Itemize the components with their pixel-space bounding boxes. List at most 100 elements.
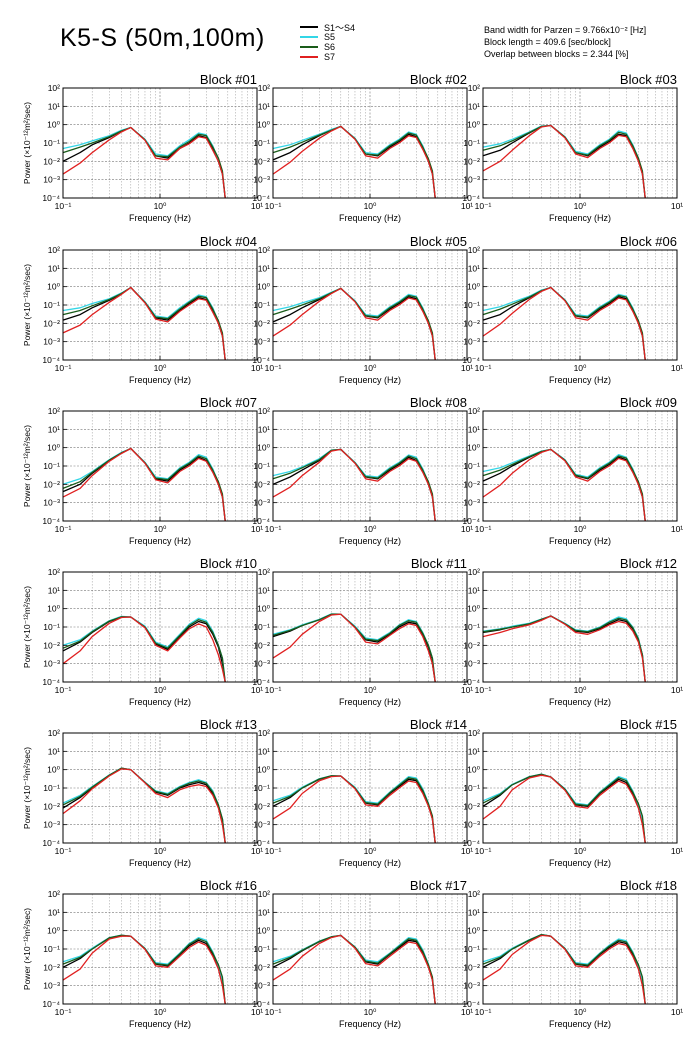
- x-tick-label: 10¹: [461, 524, 473, 534]
- y-tick-label: 10²: [258, 889, 270, 899]
- y-tick-label: 10⁰: [47, 926, 60, 936]
- legend-swatch-s5: [300, 36, 318, 38]
- x-tick-label: 10¹: [671, 846, 683, 856]
- block-title: Block #10: [200, 556, 257, 571]
- y-tick-label: 10⁻³: [253, 498, 270, 508]
- x-tick-label: 10⁻¹: [265, 685, 282, 695]
- y-tick-label: 10¹: [258, 101, 270, 111]
- x-axis-label: Frequency (Hz): [339, 1019, 401, 1029]
- block-title: Block #08: [410, 395, 467, 410]
- y-tick-label: 10⁻²: [463, 801, 480, 811]
- x-axis-label: Frequency (Hz): [549, 375, 611, 385]
- y-tick-label: 10⁻⁴: [252, 677, 270, 687]
- y-tick-label: 10²: [468, 83, 480, 93]
- y-tick-label: 10²: [468, 567, 480, 577]
- x-axis-label: Frequency (Hz): [129, 697, 191, 707]
- x-tick-label: 10¹: [461, 1007, 473, 1017]
- legend-swatch-s7: [300, 56, 318, 58]
- y-tick-label: 10⁻²: [253, 962, 270, 972]
- chart-panel: 10⁻¹ 10⁰ 10¹10⁻⁴10⁻³10⁻²10⁻¹10⁰10¹10²Frequ…: [252, 72, 473, 223]
- x-axis-label: Frequency (Hz): [129, 858, 191, 868]
- block-title: Block #07: [200, 395, 257, 410]
- series-line-s6: [62, 126, 226, 199]
- x-tick-label: 10⁻¹: [55, 685, 72, 695]
- x-tick-label: 10⁻¹: [475, 685, 492, 695]
- info-block-length: Block length = 409.6 [sec/block]: [484, 37, 611, 47]
- chart-panel: 10⁻¹ 10⁰ 10¹10⁻⁴10⁻³10⁻²10⁻¹10⁰10¹10²Frequ…: [22, 717, 263, 868]
- series-line-s1-s4: [482, 773, 646, 844]
- x-tick-label: 10⁰: [574, 524, 587, 534]
- legend-item-s5: S5: [300, 32, 355, 42]
- block-title: Block #16: [200, 878, 257, 893]
- series-line-s5: [272, 125, 436, 199]
- series-line-s6: [62, 934, 226, 1005]
- x-axis-label: Frequency (Hz): [549, 1019, 611, 1029]
- y-tick-label: 10¹: [48, 585, 60, 595]
- x-tick-label: 10⁻¹: [55, 1007, 72, 1017]
- chart-panel: 10⁻¹ 10⁰ 10¹10⁻⁴10⁻³10⁻²10⁻¹10⁰10¹10²Frequ…: [252, 878, 473, 1029]
- y-tick-label: 10⁻³: [43, 820, 60, 830]
- y-tick-label: 10⁻¹: [43, 783, 60, 793]
- y-tick-label: 10²: [258, 728, 270, 738]
- series-line-s6: [62, 616, 226, 683]
- y-tick-label: 10⁻³: [463, 659, 480, 669]
- y-tick-label: 10¹: [258, 424, 270, 434]
- y-tick-label: 10⁰: [47, 765, 60, 775]
- series-line-s6: [62, 286, 226, 361]
- y-tick-label: 10⁻²: [43, 962, 60, 972]
- x-axis-label: Frequency (Hz): [129, 375, 191, 385]
- y-tick-label: 10⁻¹: [43, 138, 60, 148]
- x-tick-label: 10⁰: [154, 846, 167, 856]
- x-axis-label: Frequency (Hz): [549, 858, 611, 868]
- y-tick-label: 10⁰: [467, 926, 480, 936]
- y-tick-label: 10⁻¹: [253, 461, 270, 471]
- y-tick-label: 10⁻⁴: [252, 355, 270, 365]
- series-line-s6: [62, 767, 226, 844]
- y-tick-label: 10⁻¹: [253, 138, 270, 148]
- y-tick-label: 10⁻⁴: [462, 677, 480, 687]
- y-tick-label: 10⁻⁴: [42, 999, 60, 1009]
- y-tick-label: 10²: [258, 245, 270, 255]
- y-tick-label: 10⁻⁴: [42, 677, 60, 687]
- y-tick-label: 10²: [468, 889, 480, 899]
- y-tick-label: 10⁻²: [253, 479, 270, 489]
- x-tick-label: 10¹: [671, 1007, 683, 1017]
- y-tick-label: 10⁻²: [463, 156, 480, 166]
- y-tick-label: 10²: [48, 728, 60, 738]
- y-tick-label: 10⁻⁴: [252, 193, 270, 203]
- series-line-s7: [482, 934, 646, 1005]
- y-tick-label: 10¹: [468, 746, 480, 756]
- x-tick-label: 10⁰: [574, 201, 587, 211]
- series-line-s5: [482, 933, 646, 1005]
- x-tick-label: 10⁻¹: [475, 1007, 492, 1017]
- y-tick-label: 10²: [48, 83, 60, 93]
- series-line-s6: [482, 773, 646, 844]
- series-line-s7: [272, 775, 436, 844]
- y-tick-label: 10⁻²: [253, 640, 270, 650]
- y-tick-label: 10⁰: [257, 120, 270, 130]
- x-tick-label: 10¹: [461, 363, 473, 373]
- x-axis-label: Frequency (Hz): [129, 213, 191, 223]
- y-tick-label: 10⁻²: [463, 640, 480, 650]
- y-tick-label: 10⁻¹: [43, 944, 60, 954]
- y-tick-label: 10⁻¹: [43, 622, 60, 632]
- y-tick-label: 10⁻³: [463, 820, 480, 830]
- block-title: Block #04: [200, 234, 257, 249]
- x-tick-label: 10⁰: [364, 846, 377, 856]
- series-line-s5: [62, 767, 226, 844]
- series-line-s7: [482, 286, 646, 361]
- x-axis-label: Frequency (Hz): [339, 213, 401, 223]
- series-line-s7: [62, 935, 226, 1005]
- y-tick-label: 10⁻²: [43, 318, 60, 328]
- x-tick-label: 10⁻¹: [265, 524, 282, 534]
- series-line-s7: [272, 125, 436, 199]
- x-tick-label: 10¹: [251, 685, 263, 695]
- chart-panel: 10⁻¹ 10⁰ 10¹10⁻⁴10⁻³10⁻²10⁻¹10⁰10¹10²Frequ…: [22, 556, 263, 707]
- series-line-s5: [272, 775, 436, 844]
- y-tick-label: 10⁰: [47, 282, 60, 292]
- y-tick-label: 10⁻¹: [463, 138, 480, 148]
- x-tick-label: 10⁻¹: [475, 524, 492, 534]
- x-tick-label: 10⁰: [364, 363, 377, 373]
- y-tick-label: 10⁻¹: [253, 622, 270, 632]
- x-axis-label: Frequency (Hz): [339, 858, 401, 868]
